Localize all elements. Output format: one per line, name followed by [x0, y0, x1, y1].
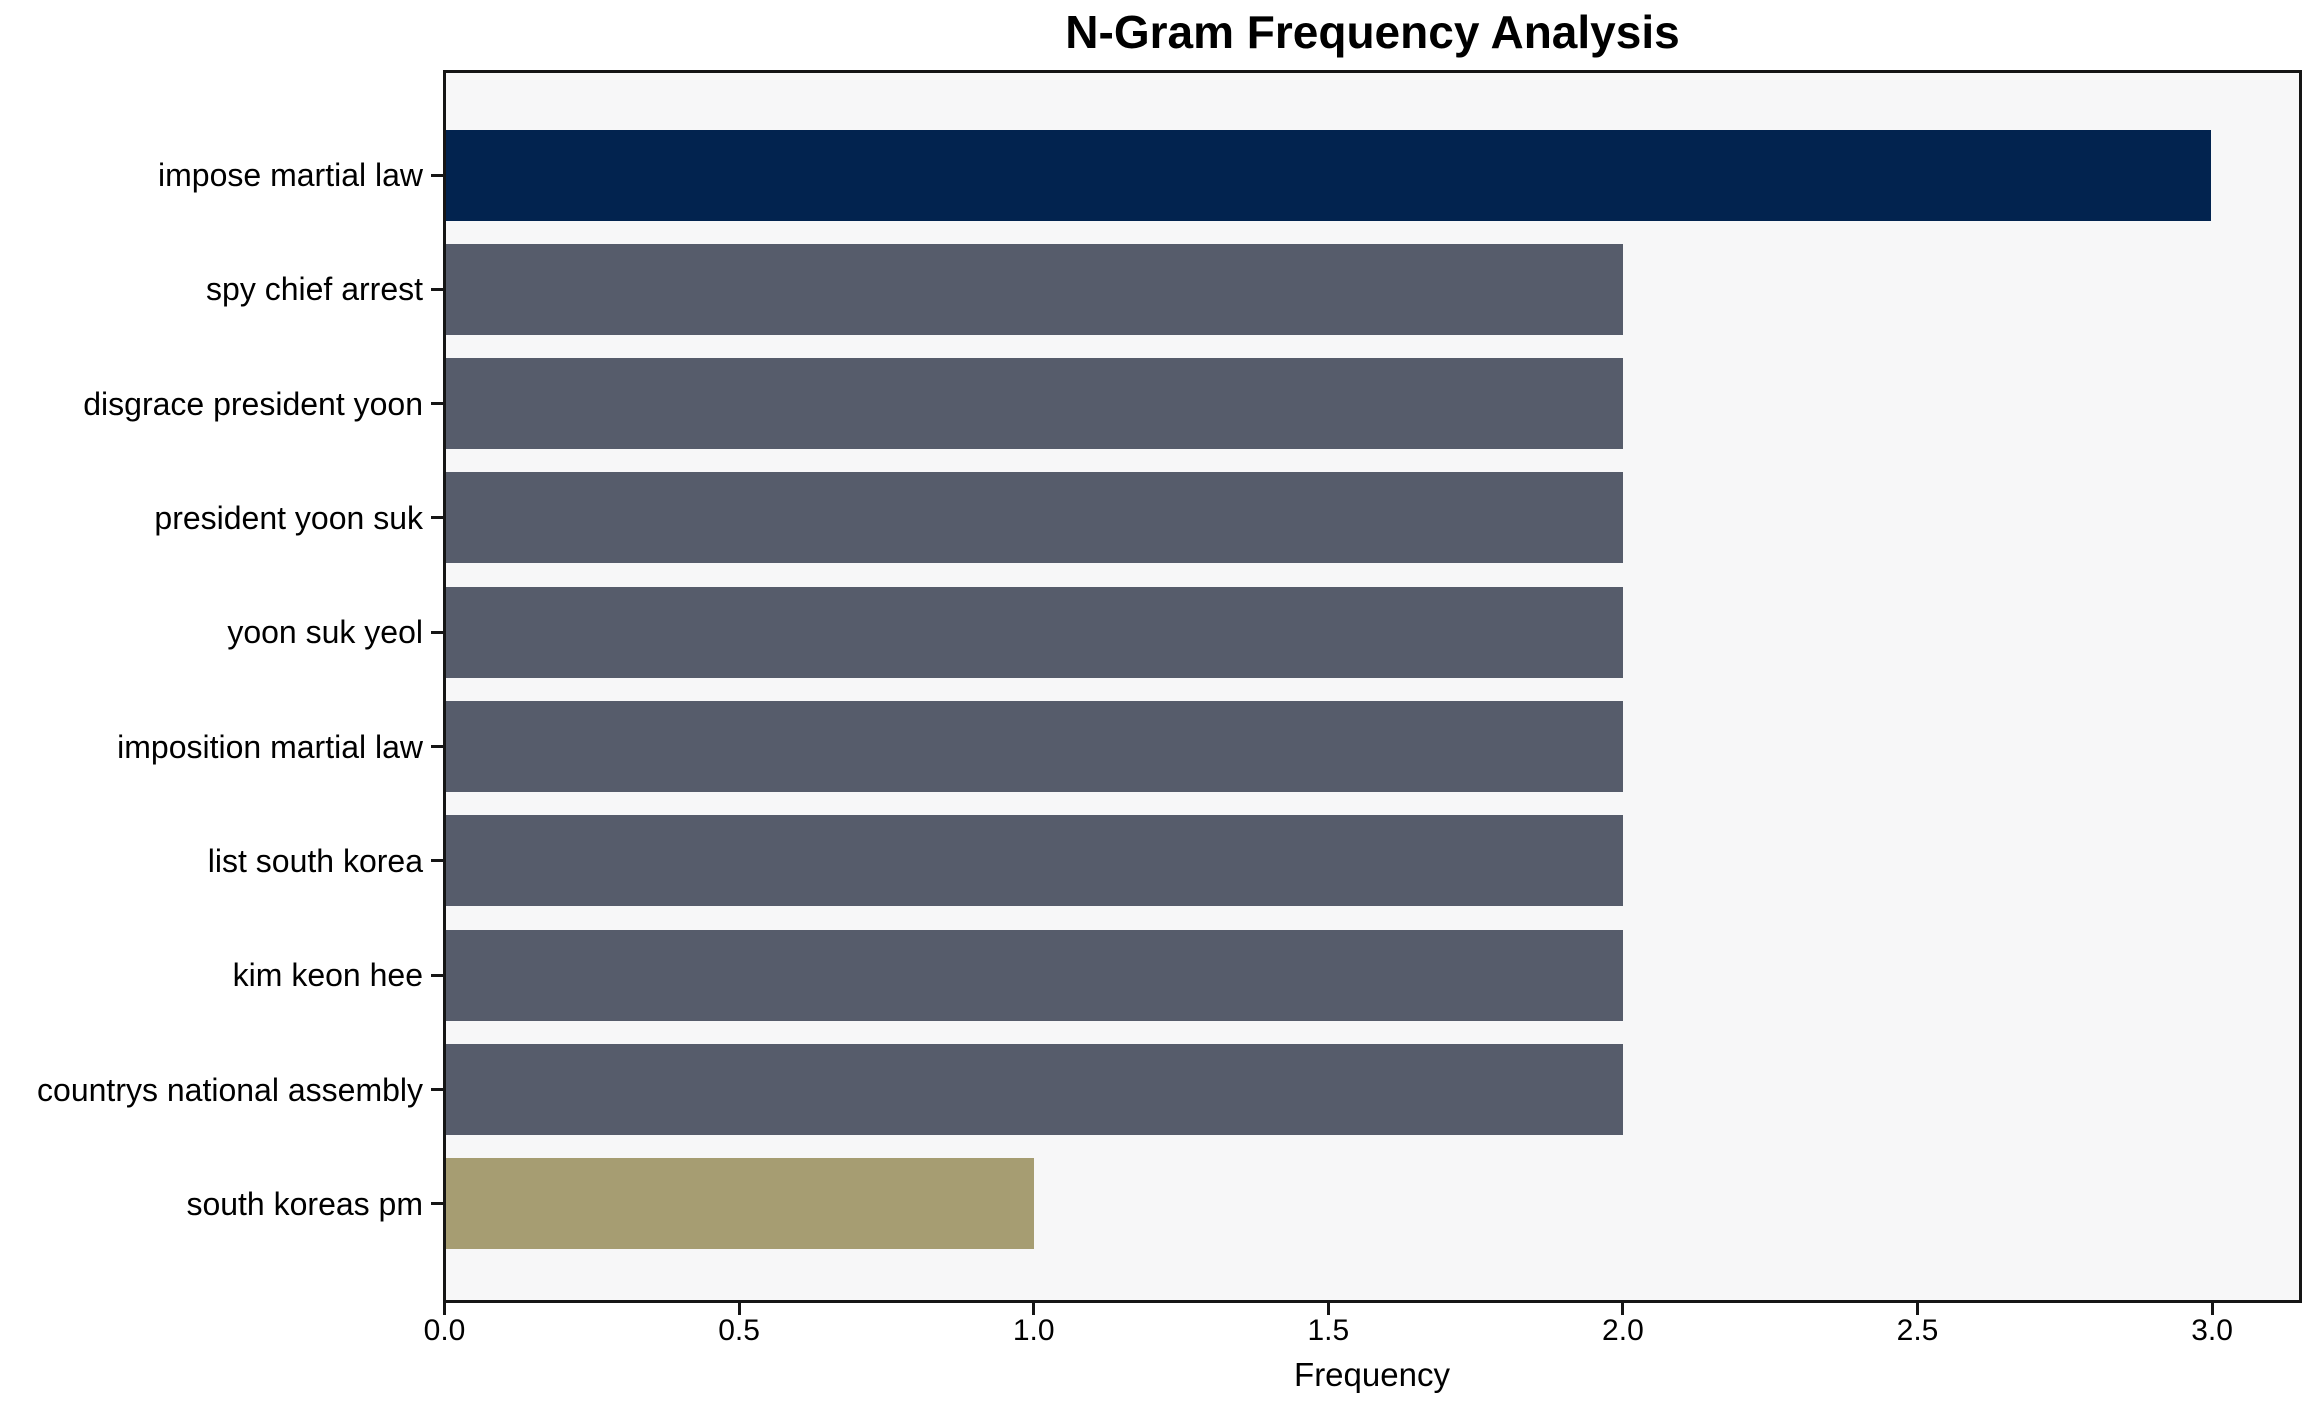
x-tick-label: 2.0	[1602, 1314, 1644, 1347]
bar-kim-keon-hee	[446, 929, 1623, 1021]
y-tick-label: impose martial law	[158, 157, 423, 193]
y-tick-label: spy chief arrest	[206, 271, 423, 308]
x-tick-mark	[2210, 1303, 2214, 1315]
x-axis-label: Frequency	[1294, 1356, 1450, 1393]
x-tick-mark	[1916, 1303, 1920, 1315]
bar-president-yoon-suk	[446, 472, 1623, 564]
bar-countrys-national-assembly	[446, 1044, 1623, 1136]
y-tick-mark	[431, 1088, 443, 1092]
x-tick-mark	[737, 1303, 741, 1315]
x-tick-label: 2.5	[1896, 1314, 1939, 1347]
y-tick-mark	[431, 973, 443, 977]
bar-south-koreas-pm	[446, 1158, 1035, 1250]
bar-disgrace-president-yoon	[446, 358, 1623, 450]
bar-impose-martial-law	[446, 129, 2211, 221]
x-tick-label: 0.0	[423, 1314, 466, 1347]
y-tick-label: kim keon hee	[232, 957, 423, 994]
x-tick-mark	[1621, 1303, 1625, 1315]
y-tick-mark	[431, 859, 443, 863]
x-tick-label: 0.5	[718, 1314, 760, 1347]
y-tick-label: list south korea	[207, 842, 423, 879]
y-tick-label: countrys national assembly	[37, 1071, 423, 1108]
y-tick-mark	[431, 630, 443, 634]
bar-yoon-suk-yeol	[446, 586, 1623, 678]
x-tick-label: 1.5	[1307, 1314, 1350, 1347]
plot-area	[443, 70, 2302, 1303]
y-tick-mark	[431, 173, 443, 177]
bar-imposition-martial-law	[446, 701, 1623, 793]
y-tick-label: yoon suk yeol	[227, 614, 423, 651]
x-tick-mark	[443, 1303, 446, 1315]
x-tick-mark	[1032, 1303, 1036, 1315]
y-tick-mark	[431, 287, 443, 291]
y-tick-mark	[431, 745, 443, 749]
bar-list-south-korea	[446, 815, 1623, 907]
y-tick-mark	[431, 516, 443, 520]
y-tick-label: imposition martial law	[117, 728, 423, 765]
x-tick-label: 3.0	[2191, 1314, 2233, 1347]
y-tick-label: disgrace president yoon	[83, 385, 423, 422]
y-tick-mark	[431, 1202, 443, 1206]
x-tick-label: 1.0	[1012, 1314, 1055, 1347]
y-tick-label: south koreas pm	[186, 1185, 423, 1222]
y-tick-label: president yoon suk	[154, 499, 423, 536]
y-tick-mark	[431, 402, 443, 406]
chart-title: N-Gram Frequency Analysis	[1065, 6, 1680, 58]
bar-spy-chief-arrest	[446, 243, 1623, 335]
x-tick-mark	[1326, 1303, 1330, 1315]
